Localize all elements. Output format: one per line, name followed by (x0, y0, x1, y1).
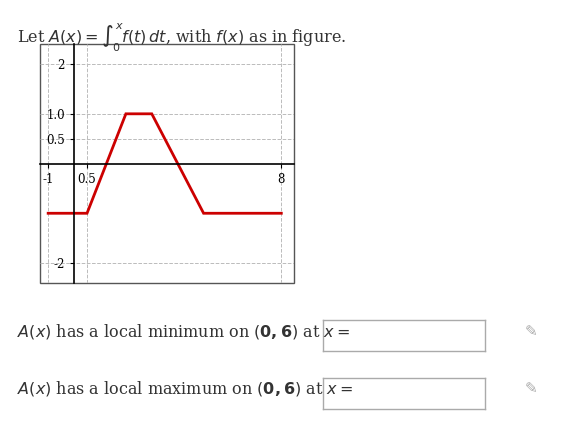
Text: $A(x)$ has a local maximum on $(\mathbf{0, 6})$ at $x =$: $A(x)$ has a local maximum on $(\mathbf{… (17, 380, 353, 398)
Text: Let $A(x) = \int_0^x f(t)\,dt$, with $f(x)$ as in figure.: Let $A(x) = \int_0^x f(t)\,dt$, with $f(… (17, 22, 347, 54)
Text: ✎: ✎ (525, 381, 538, 396)
Text: $A(x)$ has a local minimum on $(\mathbf{0, 6})$ at $x =$: $A(x)$ has a local minimum on $(\mathbf{… (17, 322, 350, 341)
Text: ✎: ✎ (525, 324, 538, 339)
